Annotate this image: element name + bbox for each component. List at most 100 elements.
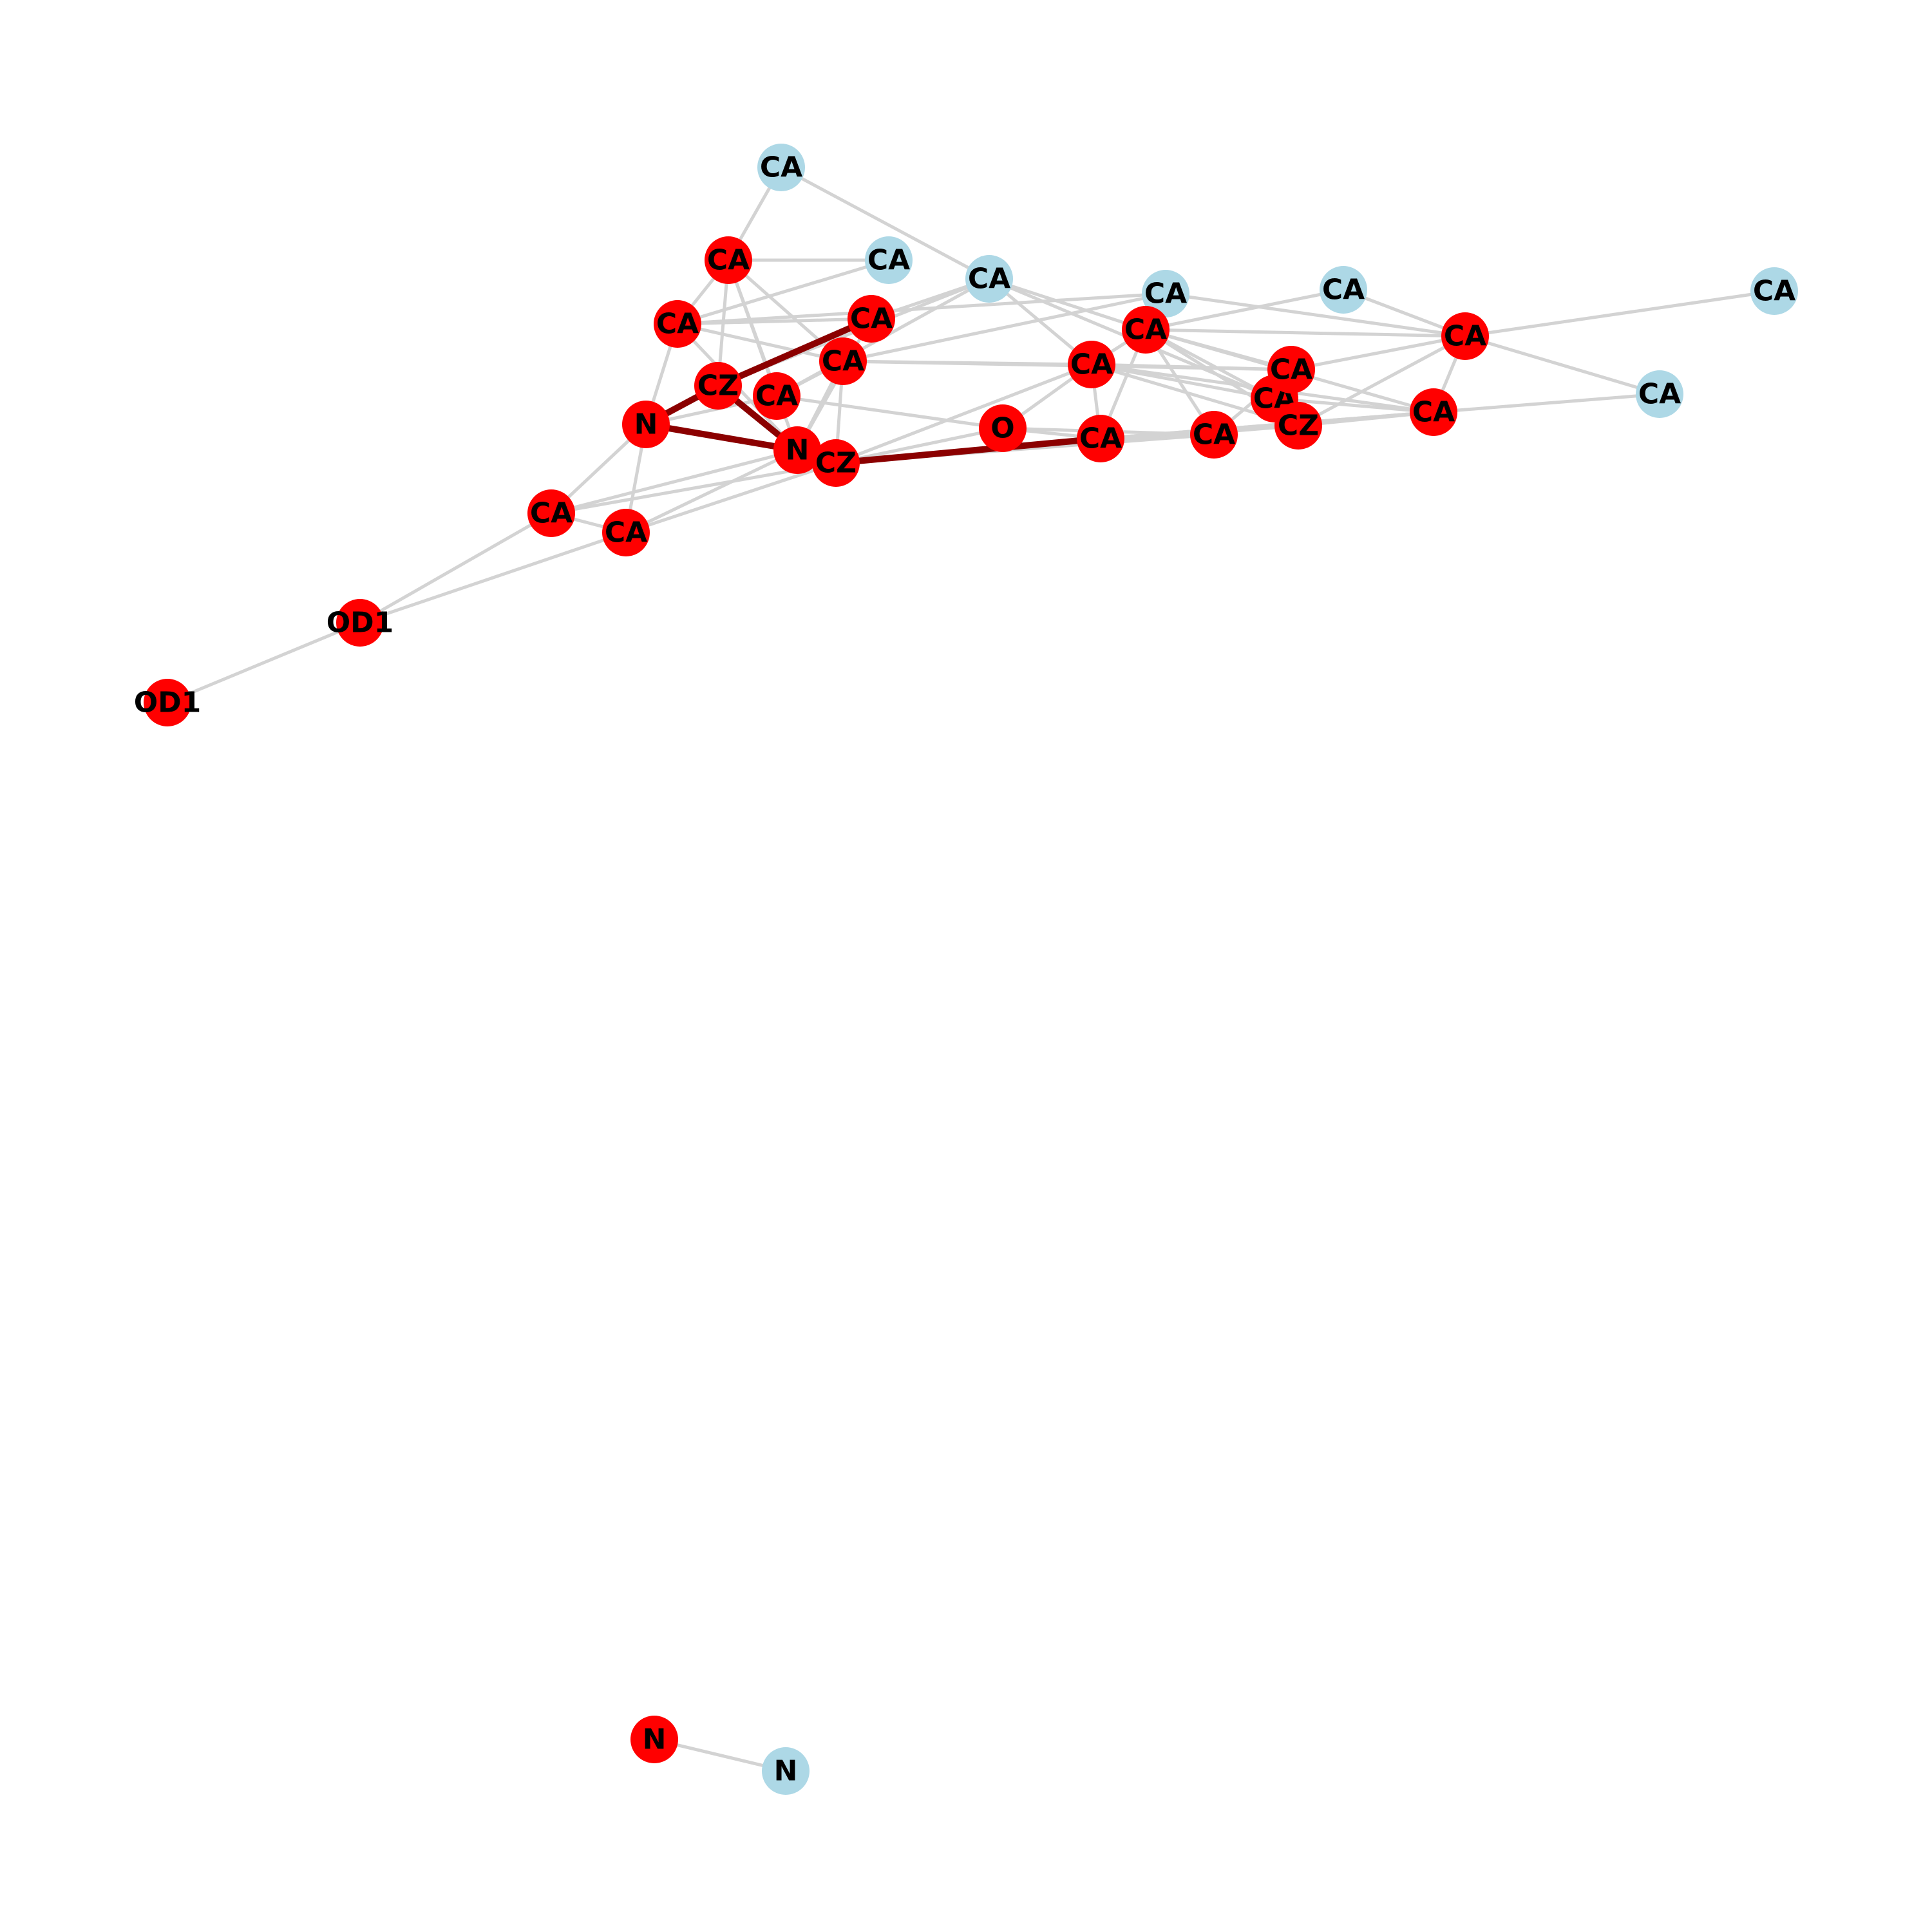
edge-ca_r7-cz_2 xyxy=(834,363,1094,465)
node-ca_b1: CA xyxy=(865,236,913,284)
node-label: CA xyxy=(1322,274,1365,307)
node-circle xyxy=(773,426,821,474)
node-circle xyxy=(705,236,752,284)
node-label: CA xyxy=(1193,419,1235,451)
node-cz_1: CZ xyxy=(694,362,742,410)
node-ca_r7: CA xyxy=(1068,341,1115,388)
highlighted-edge-ca_r3-cz_1 xyxy=(715,316,875,389)
node-label: CZ xyxy=(697,370,739,402)
node-label: CZ xyxy=(815,447,857,480)
node-label: CA xyxy=(760,151,802,184)
node-label: CA xyxy=(867,244,910,277)
node-ca_r3: CA xyxy=(848,295,895,343)
edge-ca_r12-ca_r11 xyxy=(1289,334,1467,372)
highlighted-edge-n_1-n_2 xyxy=(643,421,800,453)
node-ca_b4: CA xyxy=(1320,266,1367,314)
node-label: CA xyxy=(1079,422,1122,455)
node-label: CA xyxy=(1144,278,1187,310)
node-ca_b2: CA xyxy=(965,255,1013,303)
node-ca_r5: CA xyxy=(819,337,867,385)
node-label: N xyxy=(774,1755,798,1788)
edge-ca_b4-ca_r4 xyxy=(1144,288,1345,332)
edge-ca_b3-ca_r5 xyxy=(841,292,1168,363)
node-ca_r14: CA xyxy=(527,489,575,537)
node-circle xyxy=(753,372,800,420)
edge-ca_r4-ca_r11 xyxy=(1144,328,1293,372)
node-circle xyxy=(1410,388,1457,436)
node-circle xyxy=(527,489,575,537)
node-ca_r15: CA xyxy=(602,509,650,556)
edge-ca_r12-ca_b5 xyxy=(1463,289,1776,338)
node-label: CA xyxy=(1124,314,1167,346)
node-ca_r2: CA xyxy=(654,300,701,348)
edge-cz_2-ca_r15 xyxy=(624,461,838,535)
node-label: N xyxy=(643,1723,667,1756)
edge-od1_1-od1_2 xyxy=(166,621,362,705)
edge-ca_r15-od1_1 xyxy=(358,531,628,625)
node-ca_b3: CA xyxy=(1142,270,1189,317)
edge-n_2-ca_r14 xyxy=(549,448,799,515)
node-label: N xyxy=(634,408,658,441)
node-circle xyxy=(848,295,895,343)
node-label: CA xyxy=(707,244,750,277)
node-circle xyxy=(812,439,860,487)
node-ca_r8: CA xyxy=(1077,415,1124,462)
node-ca_r13: CA xyxy=(1410,388,1457,436)
edge-ca_r10-ca_r13 xyxy=(1273,397,1435,414)
node-circle xyxy=(630,1716,678,1763)
node-od1_1: OD1 xyxy=(327,599,394,647)
node-label: CA xyxy=(1270,354,1312,386)
node-label: CA xyxy=(1638,378,1681,411)
edge-ca_r6-o_1 xyxy=(775,394,1005,430)
edge-ca_r5-ca_r11 xyxy=(841,359,1293,372)
edge-ca_r12-ca_b6 xyxy=(1463,334,1662,396)
node-circle xyxy=(757,144,805,191)
node-circle xyxy=(1441,312,1489,360)
edge-ca_r2-ca_b1 xyxy=(676,258,891,326)
edge-ca_r1-n_2 xyxy=(726,258,799,452)
node-label: CA xyxy=(605,516,647,549)
node-label: CA xyxy=(850,303,893,336)
node-label: CA xyxy=(968,263,1010,296)
edge-ca_r12-cz_3 xyxy=(1296,334,1467,428)
edge-ca_r14-od1_1 xyxy=(358,511,553,625)
node-cz_2: CZ xyxy=(812,439,860,487)
node-circle xyxy=(762,1747,810,1795)
node-circle xyxy=(654,300,701,348)
node-label: CA xyxy=(1444,320,1486,353)
node-ca_r11: CA xyxy=(1267,346,1315,393)
node-cz_3: CZ xyxy=(1274,402,1322,450)
node-label: OD1 xyxy=(134,687,202,719)
node-o_1: O xyxy=(979,404,1027,452)
edge-ca_top-ca_b2 xyxy=(779,166,991,281)
node-n_4: N xyxy=(762,1747,810,1795)
node-label: CA xyxy=(530,497,573,530)
edge-ca_r13-ca_b6 xyxy=(1432,392,1662,414)
node-circle xyxy=(1077,415,1124,462)
node-od1_2: OD1 xyxy=(134,679,202,726)
node-label: CA xyxy=(755,380,798,413)
node-circle xyxy=(694,362,742,410)
edge-ca_b3-ca_r12 xyxy=(1164,292,1467,338)
node-label: CA xyxy=(822,345,864,378)
node-circle xyxy=(1274,402,1322,450)
node-ca_b6: CA xyxy=(1636,370,1683,418)
node-label: CZ xyxy=(1278,410,1319,442)
node-circle xyxy=(1320,266,1367,314)
node-ca_r6: CA xyxy=(753,372,800,420)
node-circle xyxy=(1750,267,1798,315)
node-label: CA xyxy=(1753,275,1795,308)
node-circle xyxy=(1122,306,1170,354)
node-circle xyxy=(965,255,1013,303)
edge-ca_r2-ca_r5 xyxy=(676,322,845,363)
node-circle xyxy=(1068,341,1115,388)
node-n_3: N xyxy=(630,1716,678,1763)
node-label: O xyxy=(990,412,1014,445)
node-circle xyxy=(979,404,1027,452)
node-circle xyxy=(1636,370,1683,418)
node-circle xyxy=(144,679,191,726)
node-label: OD1 xyxy=(327,607,394,639)
node-circle xyxy=(336,599,384,647)
